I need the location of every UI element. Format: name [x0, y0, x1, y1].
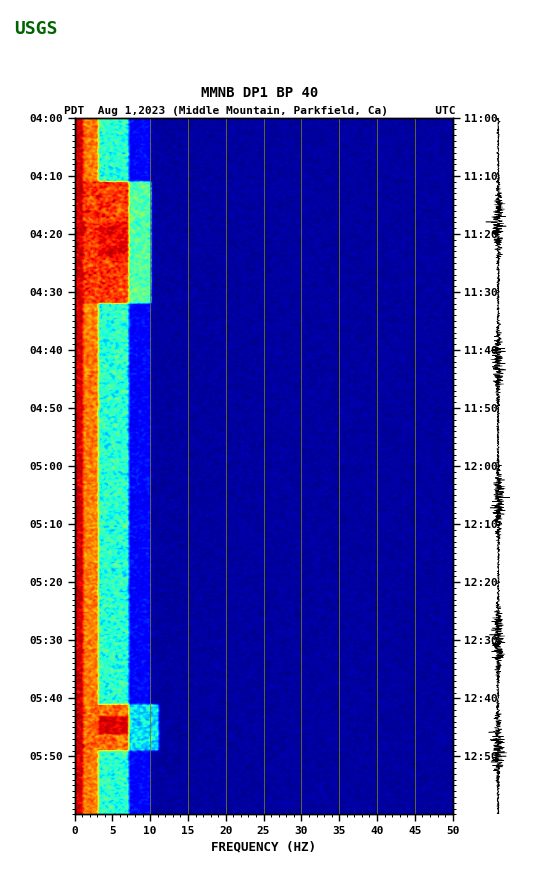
Text: PDT  Aug 1,2023 (Middle Mountain, Parkfield, Ca)       UTC: PDT Aug 1,2023 (Middle Mountain, Parkfie… — [63, 105, 455, 116]
X-axis label: FREQUENCY (HZ): FREQUENCY (HZ) — [211, 840, 316, 854]
Text: MMNB DP1 BP 40: MMNB DP1 BP 40 — [201, 86, 318, 100]
Text: USGS: USGS — [14, 20, 57, 38]
